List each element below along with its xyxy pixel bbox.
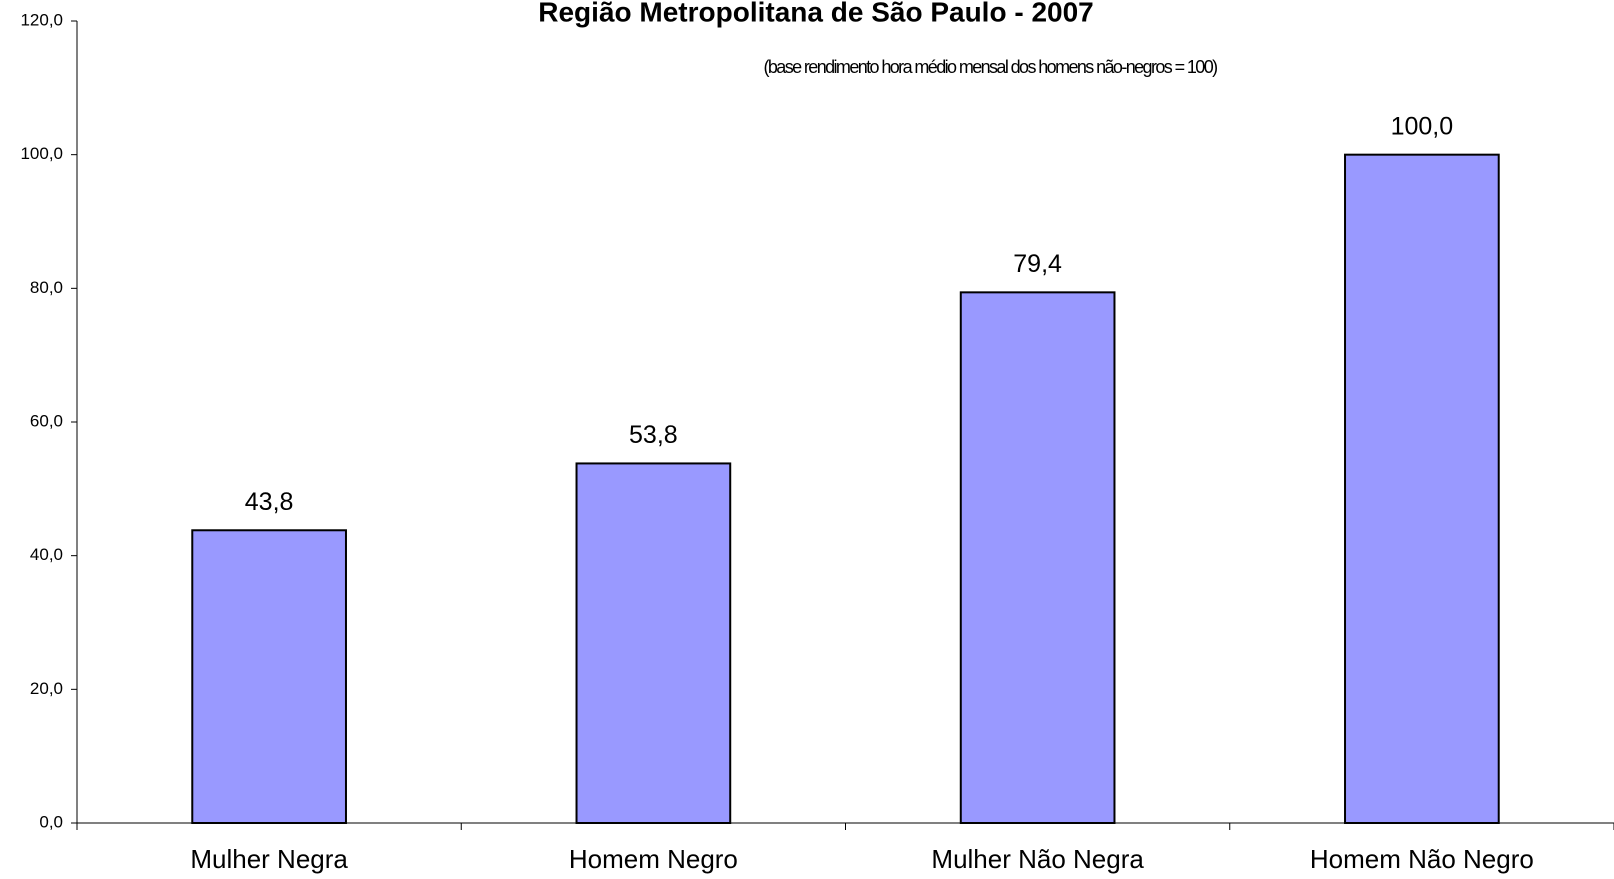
bar (959, 291, 1116, 824)
bar (191, 529, 347, 825)
bar (1344, 153, 1500, 824)
x-tick-label: Homem Não Negro (1310, 844, 1534, 874)
chart-subtitle: (base rendimento hora médio mensal dos h… (763, 57, 1217, 77)
value-label: 43,8 (245, 488, 294, 516)
y-tick-label: 0,0 (39, 812, 63, 831)
bar (575, 462, 732, 824)
chart-title: Região Metropolitana de São Paulo - 2007 (538, 0, 1093, 27)
value-label: 53,8 (629, 421, 678, 449)
y-tick-label: 80,0 (30, 278, 63, 297)
x-tick-label: Homem Negro (569, 844, 738, 874)
x-tick-label: Mulher Não Negra (931, 844, 1144, 874)
y-tick-label: 60,0 (30, 411, 63, 430)
y-tick-label: 100,0 (20, 144, 63, 163)
y-tick-label: 40,0 (30, 545, 63, 564)
y-tick-label: 20,0 (30, 679, 63, 698)
value-label: 79,4 (1013, 250, 1062, 278)
x-tick-label: Mulher Negra (190, 844, 348, 874)
value-label: 100,0 (1391, 112, 1454, 140)
y-tick-label: 120,0 (20, 10, 63, 29)
